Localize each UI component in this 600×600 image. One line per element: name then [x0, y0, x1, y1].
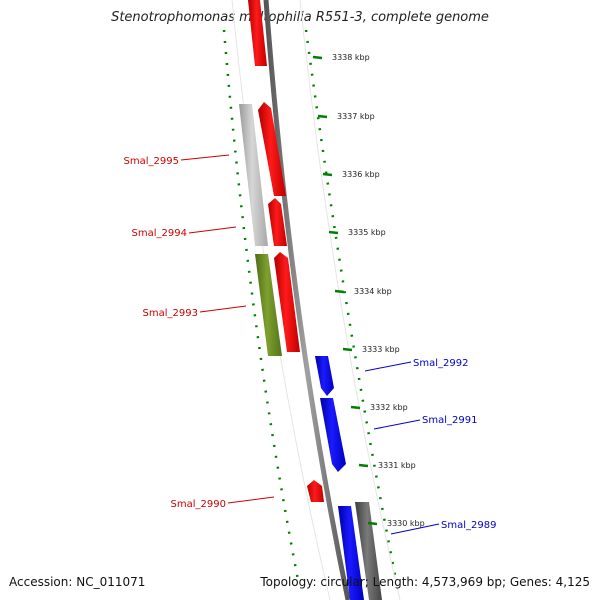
- tick-label: 3333 kbp: [362, 345, 400, 354]
- tick-label: 3331 kbp: [378, 461, 416, 470]
- gene-smal-2989-blue: [338, 506, 364, 600]
- gene-label[interactable]: Smal_2991: [422, 415, 477, 426]
- tick-label: 3336 kbp: [342, 170, 380, 179]
- tick-label: 3334 kbp: [354, 287, 392, 296]
- callout-line: [199, 305, 247, 313]
- topology-summary: Topology: circular; Length: 4,573,969 bp…: [260, 575, 590, 589]
- tick-mark: [350, 405, 361, 410]
- gene-label[interactable]: Smal_2989: [441, 520, 496, 531]
- tick-mark: [312, 55, 323, 60]
- callout-line: [180, 154, 230, 161]
- genome-backbone: [263, 0, 351, 600]
- gene-smal-2991-blue: [320, 398, 346, 472]
- gene-callouts: Smal_2995 Smal_2994 Smal_2993 Smal_2992 Smal…: [124, 154, 496, 535]
- callout-line: [390, 523, 440, 535]
- callout-line: [373, 419, 421, 430]
- scale-ticks: 3338 kbp 3337 kbp 3336 kbp 3335 kbp 3334 kbp…: [312, 53, 425, 528]
- callout-line: [364, 361, 412, 372]
- gene-smal-2992-blue: [315, 356, 334, 396]
- gene-red-2: [268, 198, 287, 246]
- gene-label[interactable]: Smal_2992: [413, 358, 468, 369]
- tick-label: 3337 kbp: [337, 112, 375, 121]
- callout-line: [227, 496, 275, 504]
- tick-mark: [328, 230, 339, 235]
- tick-mark: [334, 289, 345, 294]
- map-title: Stenotrophomonas maltophilia R551-3, com…: [111, 10, 489, 25]
- gene-smal-2990-red: [307, 480, 324, 502]
- tick-mark: [322, 172, 333, 177]
- tick-label: 3338 kbp: [332, 53, 370, 62]
- gene-top-red: [248, 0, 267, 66]
- tick-mark: [342, 347, 353, 352]
- accession-text: Accession: NC_011071: [9, 575, 146, 589]
- reverse-genes: [315, 356, 382, 600]
- tick-label: 3335 kbp: [348, 228, 386, 237]
- tick-mark: [317, 114, 328, 119]
- gene-smal-2989-dark: [355, 502, 382, 600]
- gene-smal-2995-grey: [239, 104, 268, 246]
- forward-genes: [239, 0, 324, 502]
- tick-label: 3332 kbp: [370, 403, 408, 412]
- tick-mark: [367, 521, 378, 526]
- ring-boundaries: [222, 0, 401, 600]
- callout-line: [188, 226, 237, 234]
- tick-label: 3330 kbp: [387, 519, 425, 528]
- gene-red-1: [258, 102, 286, 196]
- gene-smal-2993-olive: [255, 254, 282, 356]
- gene-label[interactable]: Smal_2990: [171, 499, 226, 510]
- gene-label[interactable]: Smal_2994: [132, 228, 187, 239]
- tick-mark: [358, 463, 369, 468]
- gene-label[interactable]: Smal_2993: [143, 308, 198, 319]
- gene-red-3: [274, 252, 300, 352]
- gene-label[interactable]: Smal_2995: [124, 156, 179, 167]
